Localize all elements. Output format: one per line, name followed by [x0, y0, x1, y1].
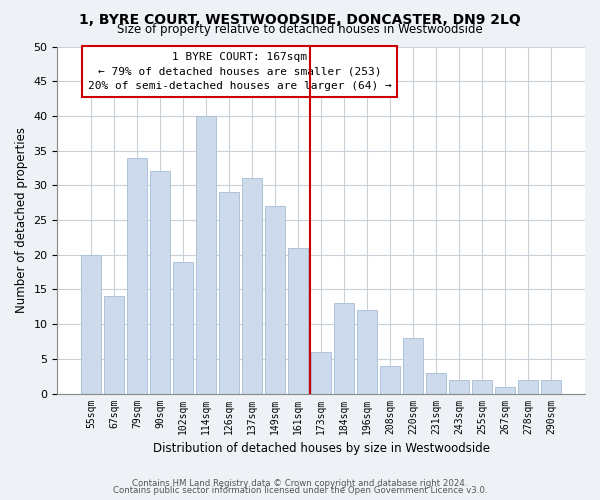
X-axis label: Distribution of detached houses by size in Westwoodside: Distribution of detached houses by size …: [153, 442, 490, 455]
Bar: [358, 310, 377, 394]
Bar: [334, 304, 354, 394]
Bar: [472, 380, 492, 394]
Bar: [449, 380, 469, 394]
Bar: [496, 386, 515, 394]
Bar: [242, 178, 262, 394]
Bar: [220, 192, 239, 394]
Bar: [173, 262, 193, 394]
Text: Size of property relative to detached houses in Westwoodside: Size of property relative to detached ho…: [117, 22, 483, 36]
Bar: [151, 172, 170, 394]
Text: 1, BYRE COURT, WESTWOODSIDE, DONCASTER, DN9 2LQ: 1, BYRE COURT, WESTWOODSIDE, DONCASTER, …: [79, 12, 521, 26]
Bar: [380, 366, 400, 394]
Y-axis label: Number of detached properties: Number of detached properties: [15, 127, 28, 313]
Bar: [104, 296, 124, 394]
Bar: [427, 372, 446, 394]
Text: Contains public sector information licensed under the Open Government Licence v3: Contains public sector information licen…: [113, 486, 487, 495]
Bar: [82, 254, 101, 394]
Text: Contains HM Land Registry data © Crown copyright and database right 2024.: Contains HM Land Registry data © Crown c…: [132, 478, 468, 488]
Bar: [265, 206, 285, 394]
Bar: [289, 248, 308, 394]
Bar: [127, 158, 147, 394]
Bar: [196, 116, 216, 394]
Bar: [311, 352, 331, 394]
Text: 1 BYRE COURT: 167sqm
← 79% of detached houses are smaller (253)
20% of semi-deta: 1 BYRE COURT: 167sqm ← 79% of detached h…: [88, 52, 391, 92]
Bar: [403, 338, 423, 394]
Bar: [541, 380, 561, 394]
Bar: [518, 380, 538, 394]
